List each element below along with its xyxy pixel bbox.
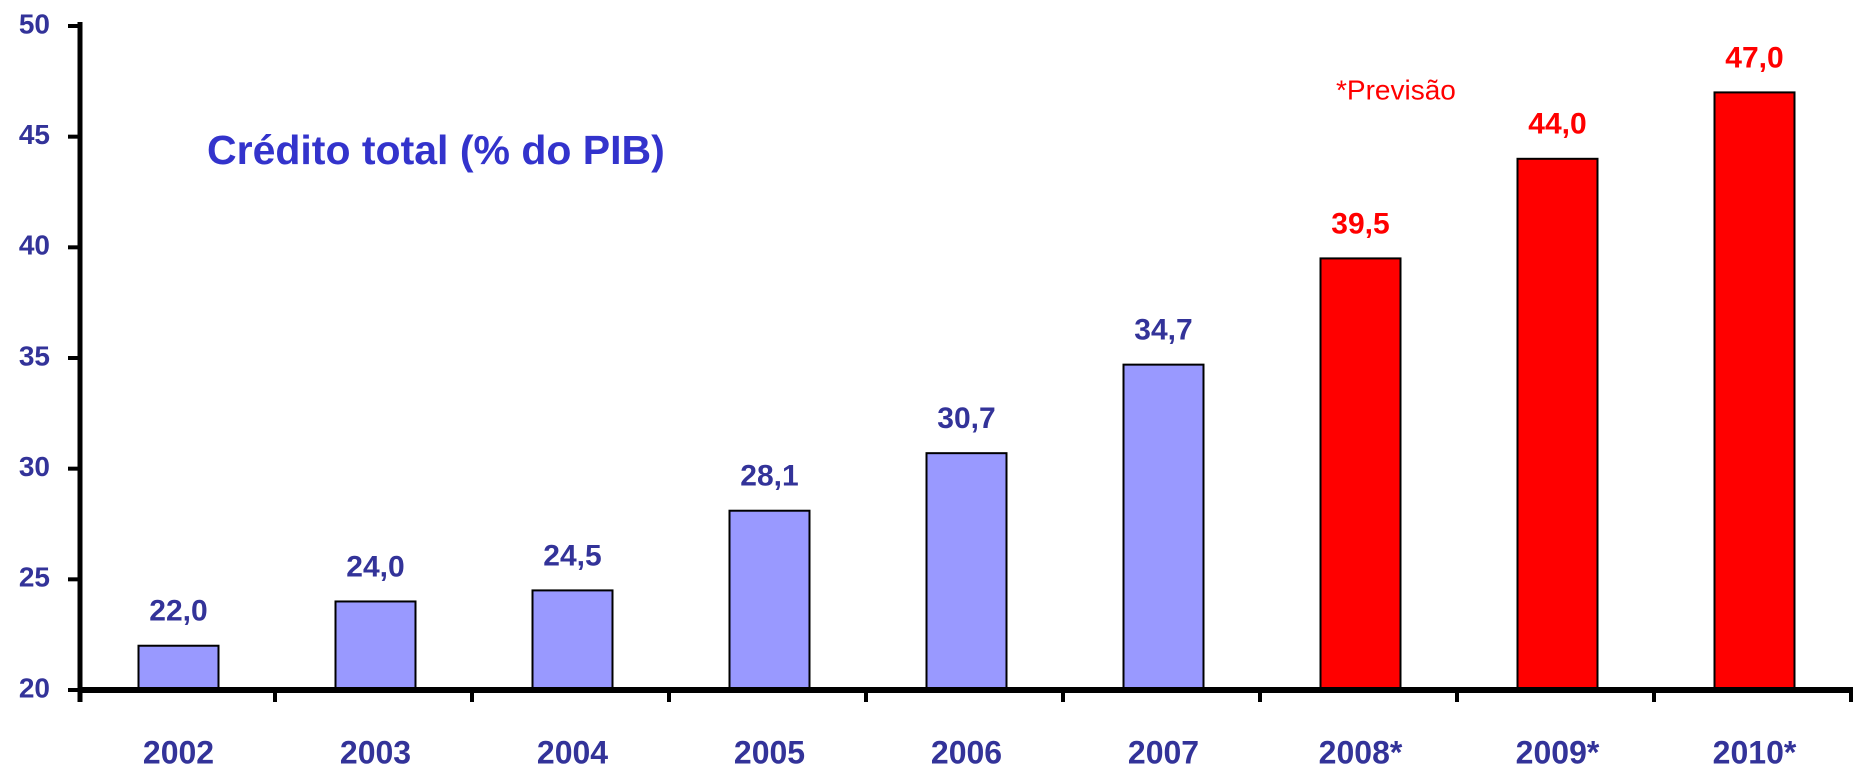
annotation: *Previsão (1336, 74, 1456, 105)
y-tick-label: 35 (19, 340, 50, 371)
y-tick-label: 20 (19, 672, 50, 703)
value-label: 30,7 (937, 402, 995, 435)
bar (1319, 257, 1402, 691)
bar (137, 644, 220, 692)
x-tick-label: 2003 (340, 734, 411, 770)
value-label: 24,0 (346, 550, 404, 583)
x-tick-label: 2002 (143, 734, 214, 770)
bar (1516, 157, 1599, 692)
bar (1122, 363, 1205, 691)
x-tick-label: 2005 (734, 734, 805, 770)
x-tick-label: 2008* (1319, 734, 1403, 770)
bar (334, 600, 417, 692)
bar (925, 452, 1008, 691)
y-tick-label: 25 (19, 562, 50, 593)
value-label: 22,0 (149, 595, 207, 628)
x-tick-label: 2007 (1128, 734, 1199, 770)
bar (531, 589, 614, 692)
value-label: 34,7 (1134, 314, 1192, 347)
value-label: 28,1 (740, 460, 798, 493)
x-tick-label: 2006 (931, 734, 1002, 770)
value-label: 24,5 (543, 539, 601, 572)
x-tick-label: 2010* (1713, 734, 1797, 770)
bar (1713, 91, 1796, 691)
y-tick-label: 50 (19, 8, 50, 39)
chart-title: Crédito total (% do PIB) (207, 127, 665, 173)
bar (728, 509, 811, 691)
y-tick-label: 40 (19, 230, 50, 261)
y-tick-label: 45 (19, 119, 50, 150)
value-label: 39,5 (1331, 207, 1389, 240)
y-tick-label: 30 (19, 451, 50, 482)
value-label: 44,0 (1528, 108, 1586, 141)
x-tick-label: 2009* (1516, 734, 1600, 770)
x-tick-label: 2004 (537, 734, 608, 770)
value-label: 47,0 (1725, 41, 1783, 74)
